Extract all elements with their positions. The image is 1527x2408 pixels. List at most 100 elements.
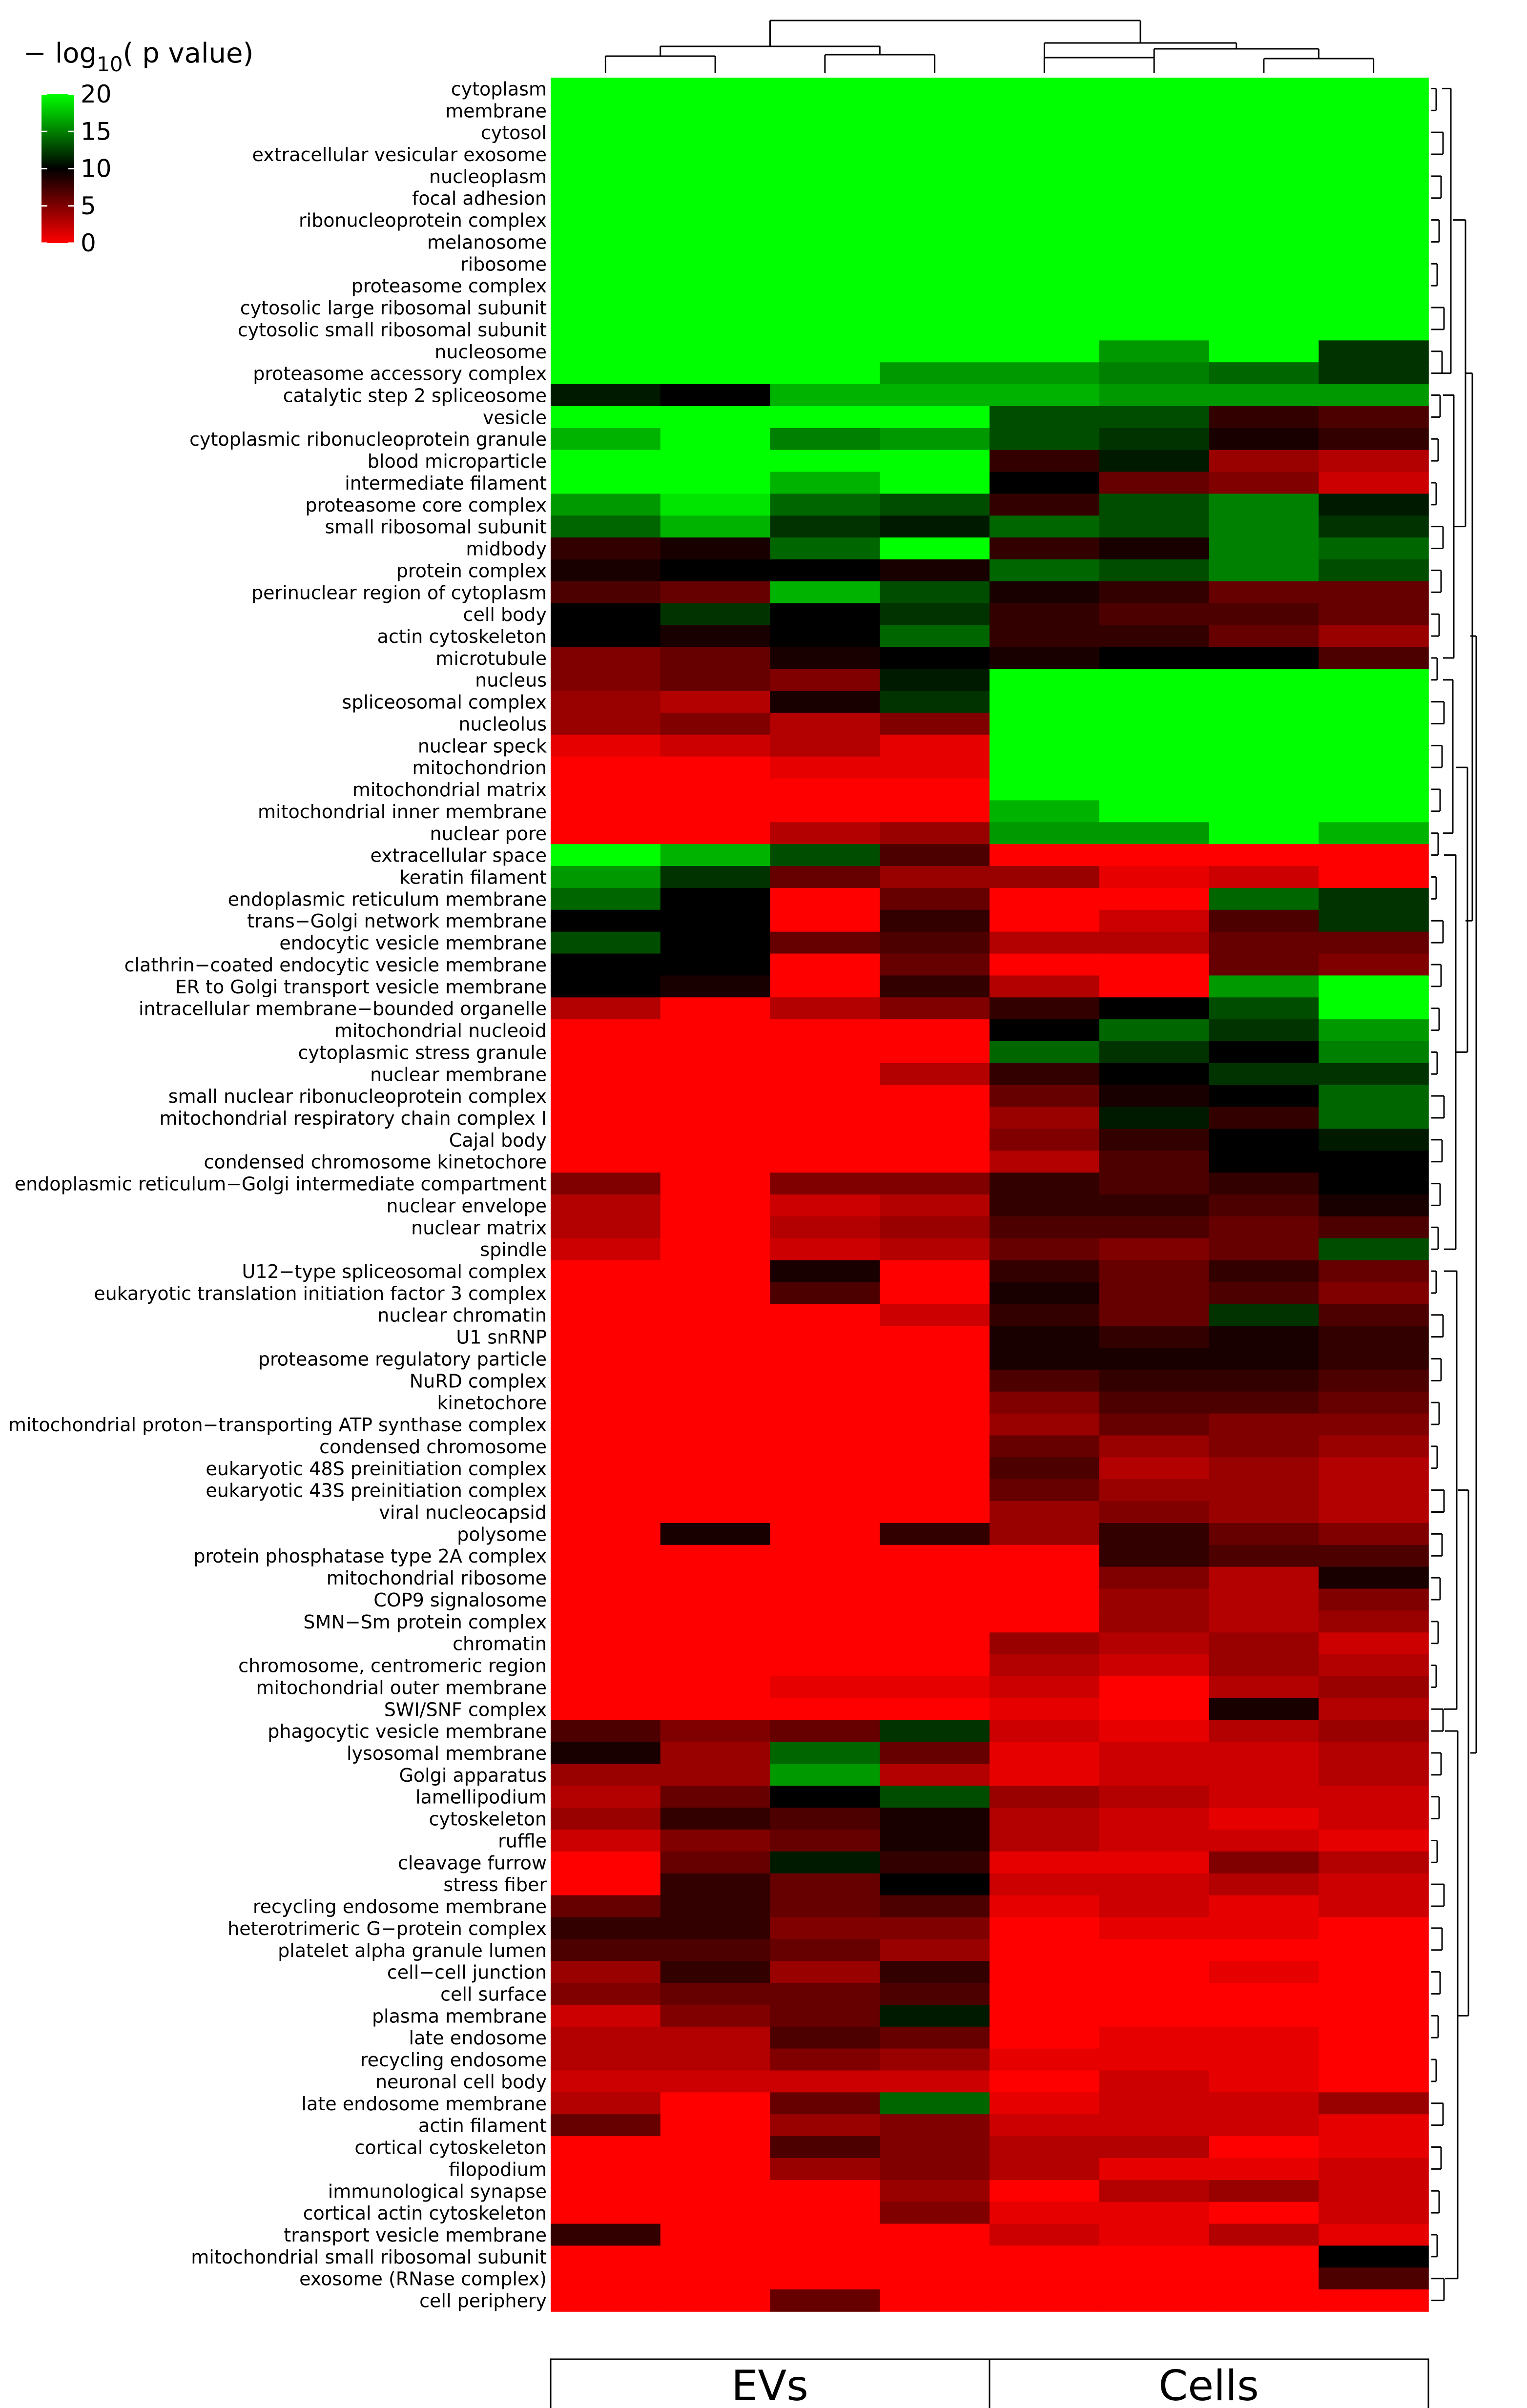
heatmap-cell bbox=[660, 691, 771, 713]
heatmap-cell bbox=[660, 1369, 771, 1392]
heatmap-cell bbox=[551, 866, 661, 888]
heatmap-cell bbox=[990, 1085, 1100, 1108]
heatmap-cell bbox=[1099, 209, 1210, 231]
heatmap-cell bbox=[770, 78, 881, 100]
heatmap-cell bbox=[551, 1939, 661, 1961]
heatmap-cell bbox=[1319, 1544, 1429, 1567]
row-label: blood microparticle bbox=[368, 451, 547, 472]
heatmap-cell bbox=[1209, 1917, 1320, 1940]
heatmap-cell bbox=[660, 1742, 771, 1765]
heatmap-cell bbox=[1319, 1479, 1429, 1502]
heatmap-cell bbox=[1209, 756, 1320, 779]
heatmap-cell bbox=[880, 975, 990, 998]
heatmap-cell bbox=[990, 2114, 1100, 2137]
heatmap-cell bbox=[1319, 406, 1429, 429]
heatmap-cell bbox=[880, 362, 990, 385]
heatmap-cell bbox=[551, 2223, 661, 2246]
heatmap-cell bbox=[990, 1435, 1100, 1458]
heatmap-cell bbox=[660, 669, 771, 691]
heatmap-cell bbox=[880, 822, 990, 844]
heatmap-cell bbox=[1319, 1588, 1429, 1611]
heatmap-cell bbox=[1099, 1282, 1210, 1305]
heatmap-cell bbox=[1099, 625, 1210, 648]
row-label: cytosolic small ribosomal subunit bbox=[238, 319, 547, 341]
heatmap-cell bbox=[990, 1107, 1100, 1130]
heatmap-cell bbox=[551, 2114, 661, 2137]
heatmap-cell bbox=[660, 997, 771, 1020]
row-label: chromatin bbox=[453, 1633, 547, 1655]
heatmap-cell bbox=[1319, 866, 1429, 888]
heatmap-cell bbox=[1099, 1808, 1210, 1830]
heatmap-cell bbox=[1209, 99, 1320, 122]
heatmap-cell bbox=[1209, 1435, 1320, 1458]
heatmap-cell bbox=[551, 1983, 661, 2005]
row-label: stress fiber bbox=[443, 1874, 547, 1895]
heatmap-cell bbox=[1319, 515, 1429, 538]
heatmap-cell bbox=[660, 975, 771, 998]
row-label: spliceosomal complex bbox=[342, 692, 547, 713]
heatmap-cell bbox=[1319, 1282, 1429, 1305]
heatmap-cell bbox=[551, 1895, 661, 1918]
heatmap-cell bbox=[1099, 2092, 1210, 2115]
heatmap-cell bbox=[770, 887, 881, 910]
heatmap-cell bbox=[1209, 537, 1320, 560]
heatmap-cell bbox=[770, 384, 881, 407]
heatmap-cell bbox=[880, 1391, 990, 1414]
heatmap-cell bbox=[1209, 1873, 1320, 1896]
heatmap-cell bbox=[880, 887, 990, 910]
heatmap-cell bbox=[660, 822, 771, 844]
heatmap-cell bbox=[551, 647, 661, 670]
heatmap-cell bbox=[1099, 1698, 1210, 1721]
heatmap-cell bbox=[1209, 2004, 1320, 2027]
row-label: proteasome accessory complex bbox=[253, 363, 547, 385]
row-label: cell surface bbox=[440, 1984, 547, 2005]
heatmap-cell bbox=[990, 384, 1100, 407]
heatmap-cell bbox=[1209, 1216, 1320, 1239]
heatmap-cell bbox=[880, 1720, 990, 1743]
heatmap-cell bbox=[1099, 1851, 1210, 1874]
heatmap-cell bbox=[660, 1501, 771, 1523]
heatmap-cell bbox=[1099, 1566, 1210, 1589]
heatmap-cell bbox=[1319, 1566, 1429, 1589]
heatmap-cell bbox=[660, 559, 771, 582]
heatmap-cell bbox=[1099, 1129, 1210, 1152]
heatmap-cell bbox=[1319, 252, 1429, 275]
heatmap-cell bbox=[770, 2026, 881, 2049]
heatmap-cell bbox=[880, 2223, 990, 2246]
heatmap-cell bbox=[660, 1304, 771, 1326]
heatmap-cell bbox=[1209, 296, 1320, 319]
heatmap-cell bbox=[770, 2202, 881, 2224]
row-label: microtubule bbox=[435, 648, 547, 669]
heatmap-cell bbox=[1319, 472, 1429, 494]
heatmap-cell bbox=[990, 2158, 1100, 2181]
heatmap-cell bbox=[770, 1632, 881, 1655]
heatmap-cell bbox=[1099, 669, 1210, 691]
heatmap-cell bbox=[660, 2136, 771, 2159]
heatmap-cell bbox=[770, 2245, 881, 2268]
heatmap-cell bbox=[1319, 1939, 1429, 1961]
heatmap-cell bbox=[770, 778, 881, 801]
heatmap-cell bbox=[551, 756, 661, 779]
heatmap-cell bbox=[660, 1654, 771, 1677]
heatmap-cell bbox=[1319, 953, 1429, 976]
row-label: polysome bbox=[457, 1523, 547, 1545]
heatmap-cell bbox=[1319, 1654, 1429, 1677]
heatmap-cell bbox=[551, 143, 661, 166]
heatmap-cell bbox=[551, 2004, 661, 2027]
heatmap-cell bbox=[660, 2158, 771, 2181]
heatmap-cell bbox=[990, 800, 1100, 823]
heatmap-cell bbox=[880, 1654, 990, 1677]
heatmap-cell bbox=[1319, 559, 1429, 582]
heatmap-cell bbox=[770, 1786, 881, 1808]
heatmap-cell bbox=[660, 1676, 771, 1699]
heatmap-cell bbox=[880, 1742, 990, 1765]
heatmap-cell bbox=[880, 318, 990, 341]
heatmap-cell bbox=[660, 844, 771, 866]
heatmap-cell bbox=[770, 2136, 881, 2159]
heatmap-cell bbox=[1209, 778, 1320, 801]
heatmap-cell bbox=[880, 1961, 990, 1983]
heatmap-cell bbox=[880, 931, 990, 954]
heatmap-cell bbox=[880, 296, 990, 319]
heatmap-cell bbox=[660, 713, 771, 735]
